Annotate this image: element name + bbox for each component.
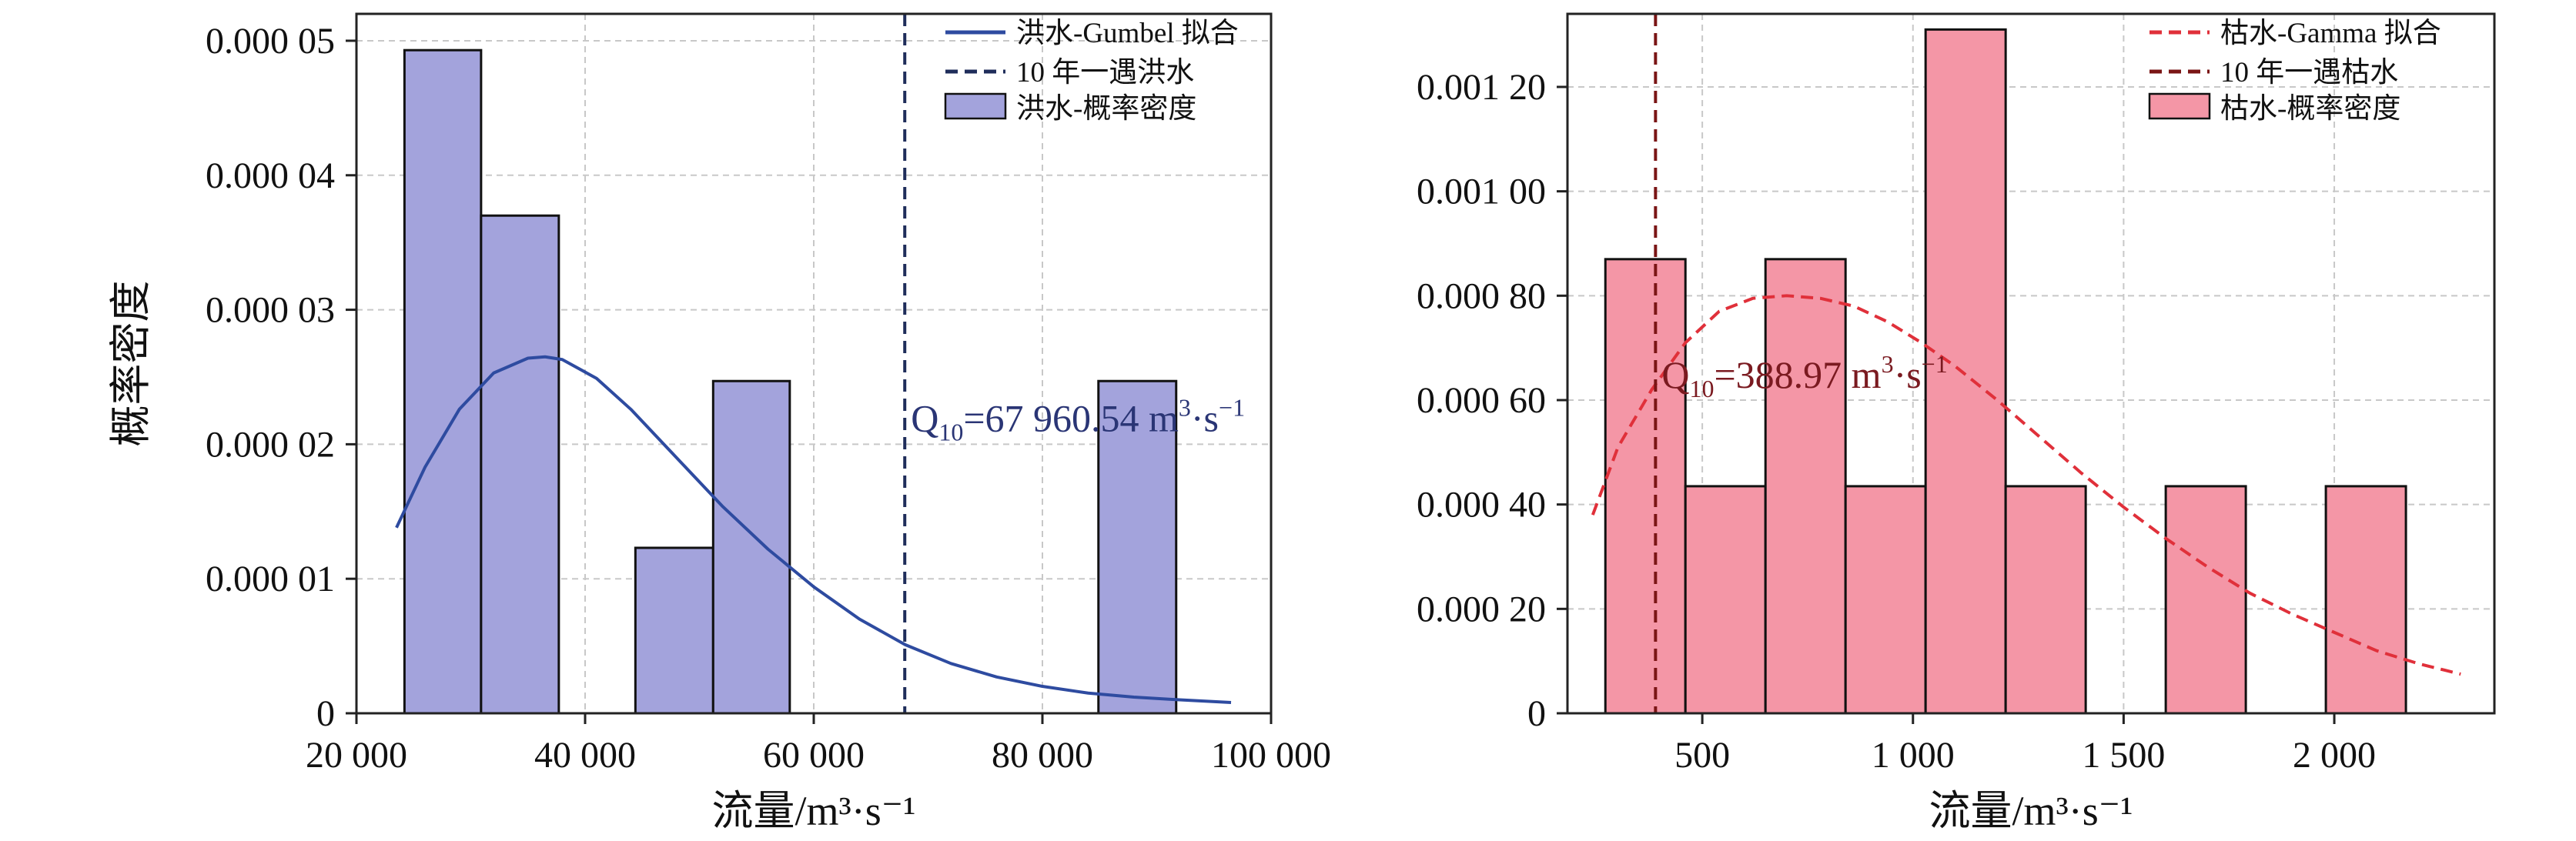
x-tick-label: 20 000 — [306, 735, 407, 776]
x-tick-label: 60 000 — [763, 735, 865, 776]
x-axis-title: 流量/m³·s⁻¹ — [1929, 788, 2133, 834]
histogram-bar — [1684, 485, 1767, 715]
legend-label-bars: 洪水-概率密度 — [1016, 92, 1196, 125]
histogram-bar — [403, 48, 483, 715]
y-tick-label: 0.000 05 — [206, 21, 335, 62]
x-tick-label: 1 500 — [2082, 735, 2165, 776]
annotation-unit-exponent: −1 — [1219, 393, 1245, 421]
x-tick-label: 500 — [1674, 735, 1730, 776]
annotation-superscript: 3 — [1882, 350, 1894, 378]
histogram-bar — [634, 546, 714, 715]
legend-label-bars: 枯水-概率密度 — [2220, 92, 2400, 125]
annotation-q: Q — [911, 396, 938, 439]
y-tick-label: 0 — [316, 693, 335, 734]
q10-annotation: Q10=388.97 m3·s−1 — [1661, 350, 1947, 402]
annotation-value: =67 960.54 m — [963, 396, 1179, 439]
histogram-bar — [1764, 258, 1847, 715]
annotation-q: Q — [1661, 353, 1689, 396]
x-tick-label: 40 000 — [534, 735, 636, 776]
y-tick-label: 0.000 02 — [206, 424, 335, 465]
legend-label-curve: 枯水-Gamma 拟合 — [2220, 17, 2441, 49]
y-tick-label: 0.000 01 — [206, 559, 335, 599]
y-tick-label: 0 — [1527, 693, 1546, 734]
annotation-unit-exponent: −1 — [1922, 350, 1948, 378]
histogram-bar — [480, 214, 560, 715]
histogram-bar — [2004, 485, 2087, 715]
x-tick-label: 1 000 — [1872, 735, 1955, 776]
plot-frame — [1566, 12, 2496, 715]
annotation-subscript: 10 — [1689, 375, 1714, 402]
y-tick-label: 0.000 80 — [1417, 275, 1546, 316]
y-tick-label: 0.000 03 — [206, 290, 335, 331]
histogram-bar — [2164, 485, 2247, 715]
fit-curve — [1591, 294, 2461, 676]
y-tick-label: 0.000 60 — [1417, 380, 1546, 421]
legend-swatch-histogram — [2148, 92, 2211, 120]
y-tick-label: 0.001 00 — [1417, 172, 1546, 212]
histogram-bar — [1924, 28, 2007, 715]
legend-swatch-histogram — [944, 92, 1007, 120]
legend-label-vline: 10 年一遇枯水 — [2220, 56, 2398, 88]
annotation-subscript: 10 — [938, 418, 963, 446]
histogram-bar — [711, 379, 791, 715]
legend-label-vline: 10 年一遇洪水 — [1016, 56, 1194, 88]
chart-flood: 20 000 40 000 60 000 80 000 100 000 0 0.000 01… — [108, 12, 1331, 834]
histogram-bar — [1604, 258, 1687, 715]
x-tick-label: 2 000 — [2293, 735, 2376, 776]
histogram-bar — [2324, 485, 2407, 715]
x-tick-label: 100 000 — [1211, 735, 1331, 776]
histogram-bar — [1097, 379, 1178, 715]
x-axis-title: 流量/m³·s⁻¹ — [712, 788, 916, 834]
annotation-unit: ·s — [1894, 353, 1922, 396]
q10-annotation: Q10=67 960.54 m3·s−1 — [911, 393, 1245, 446]
y-tick-label: 0.000 04 — [206, 155, 335, 196]
chart-lowflow: 500 1 000 1 500 2 000 0 0.000 20 0.000 40 0.000… — [1417, 12, 2496, 834]
histogram-bar — [1844, 485, 1927, 715]
y-tick-label: 0.000 40 — [1417, 485, 1546, 526]
annotation-superscript: 3 — [1179, 393, 1191, 421]
y-tick-label: 0.001 20 — [1417, 67, 1546, 108]
annotation-unit: ·s — [1191, 396, 1219, 439]
legend-label-curve: 洪水-Gumbel 拟合 — [1016, 17, 1239, 49]
x-tick-label: 80 000 — [992, 735, 1093, 776]
y-tick-label: 0.000 20 — [1417, 589, 1546, 629]
annotation-value: =388.97 m — [1714, 353, 1881, 396]
fit-curve — [395, 355, 1232, 705]
y-axis-title: 概率密度 — [108, 281, 154, 447]
